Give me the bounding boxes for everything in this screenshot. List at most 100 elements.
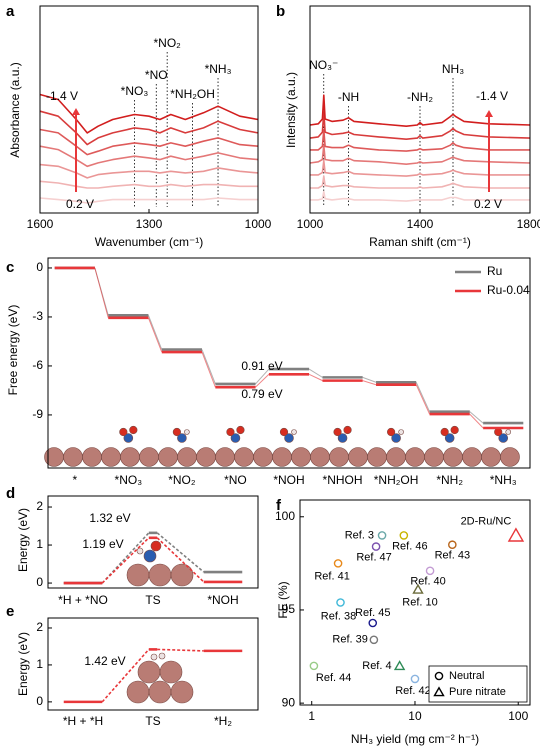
y-axis-label: Energy (eV) — [16, 508, 30, 572]
category-label: *NOH — [207, 593, 238, 607]
category-label: *NH₂OH — [374, 473, 419, 487]
atom — [253, 447, 273, 467]
atom — [101, 447, 121, 467]
category-label: TS — [145, 714, 160, 728]
axes-frame — [47, 617, 259, 711]
atom — [82, 447, 102, 467]
legend-marker — [433, 686, 445, 697]
atom — [44, 447, 64, 467]
panel-letter: f — [276, 497, 282, 514]
connector — [255, 373, 270, 388]
connector — [101, 537, 150, 584]
spectrum — [39, 93, 259, 134]
point-label: Ref. 41 — [314, 570, 349, 582]
spectrum — [309, 144, 531, 165]
marker — [507, 527, 525, 542]
category-label: *H₂ — [214, 714, 232, 728]
connector — [156, 537, 205, 583]
atom — [150, 540, 162, 552]
atom — [196, 447, 216, 467]
panel-letter: e — [6, 603, 14, 620]
y-tick-label: 0 — [36, 260, 43, 274]
atom — [348, 447, 368, 467]
panel-letter: c — [6, 259, 14, 276]
atom — [148, 563, 172, 587]
x-axis-label: NH₃ yield (mg cm⁻² h⁻¹) — [351, 732, 479, 746]
legend-label: Neutral — [449, 670, 484, 682]
atom — [230, 433, 241, 443]
annotation: 0.91 eV — [241, 359, 282, 373]
connector — [255, 368, 270, 385]
category-label: *NH₃ — [490, 473, 517, 487]
x-tick-label: 1000 — [245, 217, 272, 231]
annotation: -1.4 V — [46, 89, 78, 103]
x-axis-label: Raman shift (cm⁻¹) — [369, 235, 471, 249]
peak-label: NO₃⁻ — [309, 58, 338, 72]
peak-label: NH₃ — [442, 62, 464, 76]
x-tick-label: 1800 — [517, 217, 540, 231]
atom — [398, 429, 404, 435]
point-label: Ref. 40 — [410, 576, 445, 588]
atom — [148, 680, 172, 704]
atom — [215, 447, 235, 467]
category-label: *NO₃ — [115, 473, 143, 487]
connector — [415, 382, 431, 412]
legend-box — [428, 665, 528, 703]
atom — [494, 427, 503, 437]
marker — [368, 618, 378, 628]
atom — [500, 447, 520, 467]
atom — [462, 447, 482, 467]
atom — [444, 433, 455, 443]
y-tick-label: 0 — [36, 575, 43, 589]
peak-label: -NH — [338, 90, 359, 104]
spectrum — [39, 180, 258, 189]
atom — [136, 547, 144, 555]
connector — [362, 376, 377, 383]
atom — [284, 433, 294, 443]
atom — [272, 447, 292, 467]
atom — [158, 447, 178, 467]
point-label: Ref. 43 — [435, 550, 470, 562]
spectrum — [310, 128, 530, 152]
x-tick-label: 1 — [308, 709, 315, 723]
y-tick-label: 1 — [36, 537, 43, 551]
marker — [309, 661, 319, 671]
connector — [308, 368, 323, 378]
peak-label: -NH₂ — [407, 90, 433, 104]
peak-label: *NH₃ — [205, 62, 232, 76]
marker — [399, 531, 409, 540]
category-label: *NO — [224, 473, 247, 487]
category-label: *H + *H — [63, 714, 103, 728]
annotation: 1.42 eV — [84, 654, 125, 668]
arrow-head — [72, 108, 80, 115]
atom — [337, 433, 348, 443]
atom — [310, 447, 330, 467]
axes-frame — [309, 5, 531, 214]
marker — [425, 566, 435, 576]
spectrum — [310, 159, 530, 177]
atom — [391, 433, 401, 443]
connector — [201, 351, 216, 388]
y-tick-label: -6 — [32, 358, 43, 372]
spectrum — [309, 111, 531, 140]
atom — [405, 447, 425, 467]
panel-letter: d — [6, 485, 15, 502]
annotation: 0.2 V — [474, 197, 502, 211]
spectrum — [310, 190, 530, 202]
atom — [367, 447, 387, 467]
connector — [362, 380, 377, 386]
atom — [150, 653, 158, 661]
y-tick-label: -3 — [32, 309, 43, 323]
atom — [126, 680, 150, 704]
panel-letter: a — [6, 3, 15, 20]
axes-frame — [47, 257, 531, 469]
atom — [234, 447, 254, 467]
x-tick-label: 1000 — [297, 217, 324, 231]
point-label: Ref. 46 — [392, 540, 427, 552]
atom — [123, 433, 134, 443]
category-label: TS — [145, 593, 160, 607]
atom — [126, 563, 150, 587]
y-tick-label: 95 — [282, 602, 296, 616]
legend-marker — [434, 671, 444, 681]
spectrum — [309, 94, 531, 127]
